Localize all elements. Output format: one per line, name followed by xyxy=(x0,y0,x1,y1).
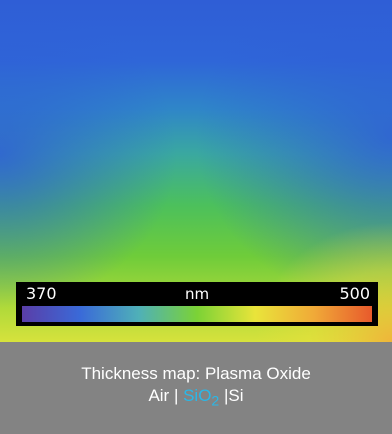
caption-layer-stack: Air | SiO2 |Si xyxy=(0,386,392,411)
caption-title: Thickness map: Plasma Oxide xyxy=(81,364,311,383)
layer-sio2-label: SiO2 xyxy=(183,386,219,409)
colorbar-unit-label: nm xyxy=(184,285,210,303)
thickness-map: 370 nm 500 xyxy=(0,0,392,342)
colorbar-max-label: 500 xyxy=(339,284,370,303)
layer-sio2-subscript: 2 xyxy=(211,393,220,410)
colorbar-min-label: 370 xyxy=(26,284,57,303)
layer-air-label: Air | xyxy=(148,386,184,405)
layer-sio2-base: SiO xyxy=(183,386,212,405)
colorbar-gradient xyxy=(22,306,372,322)
colorbar: 370 nm 500 xyxy=(16,282,378,326)
caption: Thickness map: Plasma Oxide Air | SiO2 |… xyxy=(0,342,392,434)
layer-si-label: |Si xyxy=(219,386,244,405)
